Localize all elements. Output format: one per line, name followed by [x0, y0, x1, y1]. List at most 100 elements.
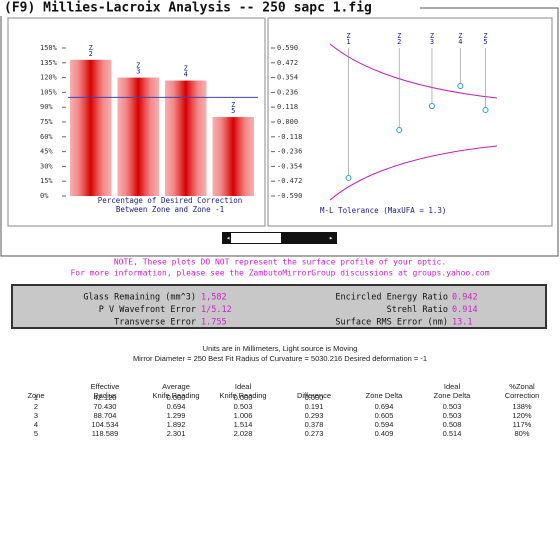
column-header: Knife Reading	[219, 391, 266, 400]
column-header: Ideal	[235, 382, 252, 391]
y-tick-label: -0.236	[277, 148, 302, 156]
table-cell: 0.000	[234, 393, 253, 402]
column-header: Zone Delta	[366, 391, 404, 400]
table-cell: 0.694	[167, 402, 186, 411]
table-info: Mirror Diameter = 250 Best Fit Radius of…	[133, 354, 427, 363]
column-header: Zone Delta	[434, 391, 472, 400]
note: NOTE, These plots DO NOT represent the s…	[114, 258, 446, 267]
table-cell: 0.273	[305, 429, 324, 438]
bar	[70, 59, 112, 197]
column-header: Difference	[297, 391, 331, 400]
table-cell: 42.120	[94, 393, 117, 402]
y-tick-label: 105%	[40, 88, 58, 96]
table-info: Units are in Millimeters, Light source i…	[203, 344, 358, 353]
table-cell: 80%	[514, 429, 529, 438]
bar	[165, 80, 207, 196]
y-tick-label: -0.354	[277, 162, 302, 170]
bar	[212, 117, 254, 196]
title-bg	[0, 0, 420, 16]
table-cell: 0.694	[375, 402, 394, 411]
scroll-left[interactable]: ◂	[226, 234, 230, 242]
table-cell: 0.409	[375, 429, 394, 438]
y-tick-label: 45%	[40, 148, 53, 156]
table-cell: 0.514	[443, 429, 462, 438]
stat-value: 13.1	[452, 318, 472, 328]
table-cell: 0.508	[443, 420, 462, 429]
table-cell: 5	[34, 429, 38, 438]
table-cell: 104.534	[91, 420, 118, 429]
column-header: Knife Reading	[152, 391, 199, 400]
table-cell: 0.000	[167, 393, 186, 402]
table-cell: 118.589	[92, 429, 119, 438]
x-axis-label: Between Zone and Zone -1	[116, 205, 224, 214]
table-cell: 120%	[512, 411, 532, 420]
y-tick-label: 0.354	[277, 74, 298, 82]
table-cell: 1	[34, 393, 38, 402]
stat-label: Transverse Error	[114, 318, 196, 328]
point	[396, 127, 403, 134]
stat-value: 0.914	[452, 305, 478, 315]
y-tick-label: 60%	[40, 133, 53, 141]
column-header: Ideal	[444, 382, 461, 391]
x-axis-label: Percentage of Desired Correction	[98, 196, 243, 205]
column-header: Average	[162, 382, 190, 391]
table-cell: 3	[34, 411, 38, 420]
table-cell: 1.299	[167, 411, 186, 420]
stat-label: Strehl Ratio	[387, 305, 448, 315]
y-tick-label: 0.236	[277, 88, 298, 96]
point	[345, 174, 352, 181]
tolerance-curve	[329, 145, 498, 201]
y-tick-label: 15%	[40, 177, 53, 185]
y-tick-label: -0.118	[277, 133, 302, 141]
y-tick-label: 0.118	[277, 103, 298, 111]
stats-panel	[11, 284, 547, 329]
y-tick-label: 90%	[40, 103, 53, 111]
table-cell: 0.191	[305, 402, 324, 411]
table-cell: 0.503	[443, 402, 462, 411]
scroll-right[interactable]: ▸	[329, 234, 333, 242]
table-cell: 1.514	[234, 420, 253, 429]
stat-label: Encircled Energy Ratio	[335, 293, 448, 303]
y-tick-label: 30%	[40, 162, 53, 170]
column-header: Effective	[91, 382, 120, 391]
table-cell: 0.293	[305, 411, 324, 420]
column-header: %Zonal	[509, 382, 535, 391]
table-cell: 4	[34, 420, 38, 429]
y-tick-label: 0.000	[277, 118, 298, 126]
table-cell: 0.503	[234, 402, 253, 411]
table-cell: 0.378	[305, 420, 324, 429]
y-tick-label: 150%	[40, 44, 58, 52]
table-cell: 1.892	[167, 420, 186, 429]
stat-value: 0.942	[452, 293, 478, 303]
column-header: Correction	[505, 391, 540, 400]
scatter-panel	[267, 17, 553, 227]
table-cell: 2.301	[167, 429, 186, 438]
stat-label: Glass Remaining (mm^3)	[83, 293, 196, 303]
tolerance-curve	[329, 43, 498, 99]
table-cell: 0.594	[375, 420, 394, 429]
column-header: Radius	[93, 391, 117, 400]
scroll-thumb[interactable]	[231, 233, 281, 243]
bar	[117, 77, 159, 196]
table-cell: 117%	[513, 420, 532, 429]
stat-label: Surface RMS Error (nm)	[335, 318, 448, 328]
y-tick-label: 75%	[40, 118, 53, 126]
y-tick-label: -0.472	[277, 177, 302, 185]
stat-label: P V Wavefront Error	[99, 305, 196, 315]
y-tick-label: 120%	[40, 74, 58, 82]
column-header: Zone	[27, 391, 44, 400]
stat-value: 1/5.12	[201, 305, 232, 315]
table-cell: 2	[34, 402, 38, 411]
table-cell: 1.006	[234, 411, 253, 420]
table-cell: 138%	[512, 402, 532, 411]
point	[482, 106, 489, 113]
